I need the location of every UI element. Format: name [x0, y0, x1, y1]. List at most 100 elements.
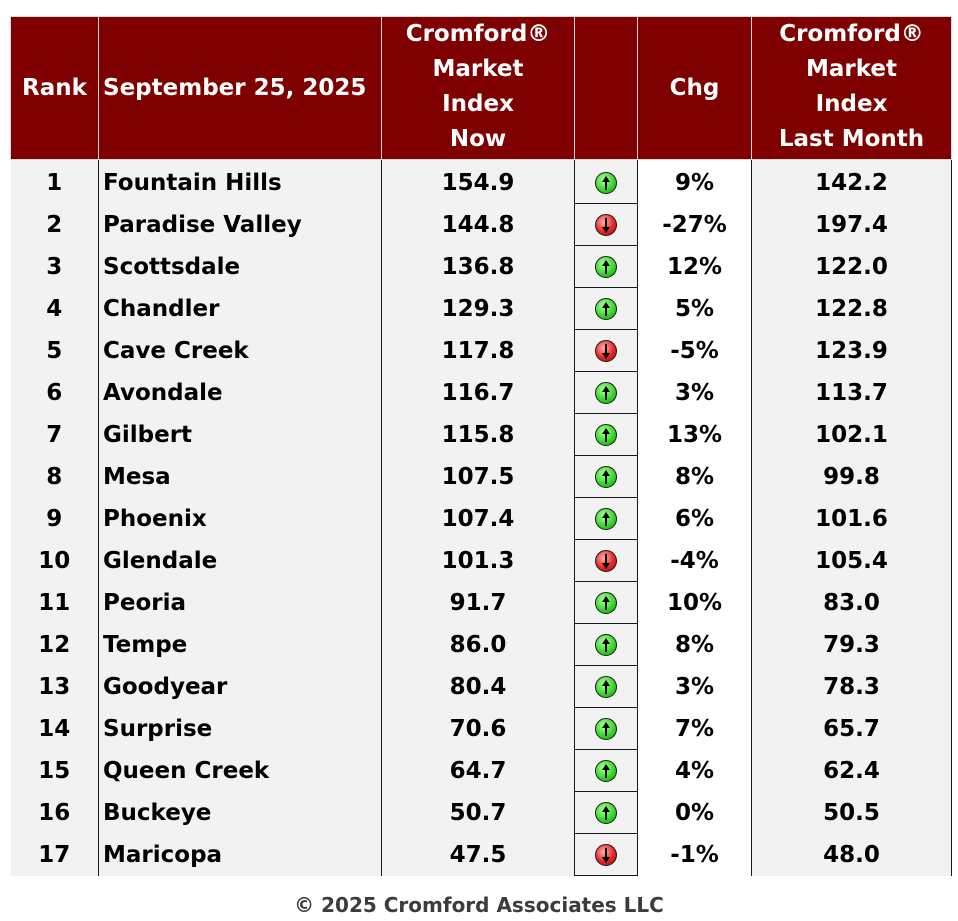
rank-cell: 13: [10, 665, 99, 708]
table-row: 11 Peoria 91.7 10% 83.0: [10, 581, 952, 624]
change-cell: 8%: [637, 455, 752, 498]
rank-cell: 16: [10, 791, 99, 834]
direction-header: [574, 16, 638, 160]
direction-cell: [574, 581, 638, 624]
index-now-cell: 154.9: [381, 159, 575, 204]
table-row: 12 Tempe 86.0 8% 79.3: [10, 623, 952, 666]
rank-cell: 12: [10, 623, 99, 666]
rank-cell: 5: [10, 329, 99, 372]
direction-cell: [574, 455, 638, 498]
index-now-cell: 129.3: [381, 287, 575, 330]
change-cell: 12%: [637, 245, 752, 288]
up-arrow-icon: [595, 382, 617, 404]
table-row: 4 Chandler 129.3 5% 122.8: [10, 287, 952, 330]
change-cell: 13%: [637, 413, 752, 456]
table-row: 5 Cave Creek 117.8 -5% 123.9: [10, 329, 952, 372]
rank-cell: 15: [10, 749, 99, 792]
city-cell: Surprise: [98, 707, 382, 750]
table-row: 10 Glendale 101.3 -4% 105.4: [10, 539, 952, 582]
change-cell: 3%: [637, 665, 752, 708]
index-last-month-cell: 113.7: [751, 371, 952, 414]
index-last-month-cell: 122.8: [751, 287, 952, 330]
index-now-cell: 86.0: [381, 623, 575, 666]
rank-cell: 7: [10, 413, 99, 456]
index-now-cell: 80.4: [381, 665, 575, 708]
city-cell: Queen Creek: [98, 749, 382, 792]
index-now-cell: 70.6: [381, 707, 575, 750]
city-cell: Phoenix: [98, 497, 382, 540]
table-row: 14 Surprise 70.6 7% 65.7: [10, 707, 952, 750]
table-row: 6 Avondale 116.7 3% 113.7: [10, 371, 952, 414]
city-cell: Cave Creek: [98, 329, 382, 372]
change-cell: 6%: [637, 497, 752, 540]
direction-cell: [574, 539, 638, 582]
direction-cell: [574, 497, 638, 540]
direction-cell: [574, 749, 638, 792]
change-cell: 0%: [637, 791, 752, 834]
index-now-cell: 47.5: [381, 833, 575, 876]
index-last-month-cell: 142.2: [751, 159, 952, 204]
direction-cell: [574, 623, 638, 666]
rank-cell: 6: [10, 371, 99, 414]
index-last-month-header-line: Last Month: [778, 126, 925, 152]
index-last-month-cell: 99.8: [751, 455, 952, 498]
table-row: 3 Scottsdale 136.8 12% 122.0: [10, 245, 952, 288]
change-header: Chg: [637, 16, 752, 160]
index-last-month-header-line: Market: [805, 56, 898, 82]
direction-cell: [574, 159, 638, 204]
rank-cell: 2: [10, 203, 99, 246]
direction-cell: [574, 791, 638, 834]
index-last-month-cell: 197.4: [751, 203, 952, 246]
down-arrow-icon: [595, 550, 617, 572]
index-last-month-cell: 78.3: [751, 665, 952, 708]
up-arrow-icon: [595, 508, 617, 530]
change-cell: -27%: [637, 203, 752, 246]
table-row: 9 Phoenix 107.4 6% 101.6: [10, 497, 952, 540]
index-last-month-header-line: Index: [815, 91, 888, 117]
index-last-month-cell: 105.4: [751, 539, 952, 582]
up-arrow-icon: [595, 718, 617, 740]
change-cell: 7%: [637, 707, 752, 750]
rank-cell: 17: [10, 833, 99, 876]
index-now-cell: 117.8: [381, 329, 575, 372]
index-now-cell: 136.8: [381, 245, 575, 288]
index-now-header-line: Now: [449, 126, 507, 152]
index-last-month-cell: 101.6: [751, 497, 952, 540]
market-index-table: Rank September 25, 2025 Cromford® Market…: [10, 16, 952, 876]
change-cell: 5%: [637, 287, 752, 330]
down-arrow-icon: [595, 844, 617, 866]
index-last-month-cell: 123.9: [751, 329, 952, 372]
index-now-cell: 144.8: [381, 203, 575, 246]
table-row: 15 Queen Creek 64.7 4% 62.4: [10, 749, 952, 792]
up-arrow-icon: [595, 676, 617, 698]
index-now-header-line: Market: [432, 56, 524, 82]
up-arrow-icon: [595, 298, 617, 320]
city-cell: Paradise Valley: [98, 203, 382, 246]
index-last-month-cell: 48.0: [751, 833, 952, 876]
index-last-month-cell: 50.5: [751, 791, 952, 834]
direction-cell: [574, 707, 638, 750]
index-last-month-cell: 122.0: [751, 245, 952, 288]
index-last-month-cell: 62.4: [751, 749, 952, 792]
direction-cell: [574, 287, 638, 330]
city-cell: Chandler: [98, 287, 382, 330]
index-now-cell: 50.7: [381, 791, 575, 834]
city-cell: Fountain Hills: [98, 159, 382, 204]
direction-cell: [574, 245, 638, 288]
change-cell: 8%: [637, 623, 752, 666]
index-now-header-line: Index: [442, 91, 514, 117]
rank-cell: 14: [10, 707, 99, 750]
table-row: 16 Buckeye 50.7 0% 50.5: [10, 791, 952, 834]
rank-cell: 10: [10, 539, 99, 582]
city-cell: Avondale: [98, 371, 382, 414]
index-now-cell: 107.5: [381, 455, 575, 498]
index-last-month-cell: 102.1: [751, 413, 952, 456]
rank-cell: 11: [10, 581, 99, 624]
direction-cell: [574, 413, 638, 456]
index-now-cell: 91.7: [381, 581, 575, 624]
table-row: 17 Maricopa 47.5 -1% 48.0: [10, 833, 952, 876]
direction-cell: [574, 833, 638, 876]
city-cell: Maricopa: [98, 833, 382, 876]
index-last-month-cell: 65.7: [751, 707, 952, 750]
down-arrow-icon: [595, 340, 617, 362]
